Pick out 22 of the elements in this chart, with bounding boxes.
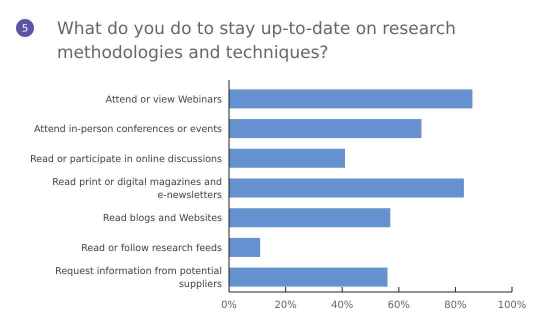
- bar: [229, 208, 390, 228]
- chart-title: What do you do to stay up-to-date on research methodologies and techniques?: [57, 19, 456, 63]
- x-tick-label: 0%: [221, 300, 237, 311]
- y-tick-label: Read or participate in online discussions: [30, 154, 222, 165]
- x-tick-label: 100%: [498, 300, 526, 311]
- bar: [229, 89, 472, 108]
- y-tick-label: Attend in-person conferences or events: [34, 124, 222, 136]
- y-tick-label: Read blogs and Websites: [102, 213, 222, 224]
- bar: [229, 268, 388, 287]
- bar: [229, 148, 346, 168]
- y-tick-label: Read print or digital magazines and e-newsletters: [52, 177, 222, 201]
- bar: [229, 178, 464, 198]
- x-tick-label: 60%: [388, 300, 410, 311]
- x-tick-label: 20%: [274, 300, 297, 311]
- bar: [229, 238, 260, 257]
- bar: [229, 119, 422, 138]
- y-tick-label: Read or follow research feeds: [81, 242, 222, 254]
- y-tick-label: Attend or view Webinars: [106, 94, 222, 106]
- x-tick-label: 40%: [331, 300, 354, 311]
- y-tick-label: Request information from potential suppliers: [55, 266, 222, 290]
- number-badge: 5: [16, 19, 34, 37]
- x-tick-label: 80%: [444, 300, 467, 311]
